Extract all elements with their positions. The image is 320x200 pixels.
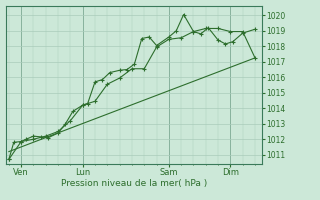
- X-axis label: Pression niveau de la mer( hPa ): Pression niveau de la mer( hPa ): [61, 179, 208, 188]
